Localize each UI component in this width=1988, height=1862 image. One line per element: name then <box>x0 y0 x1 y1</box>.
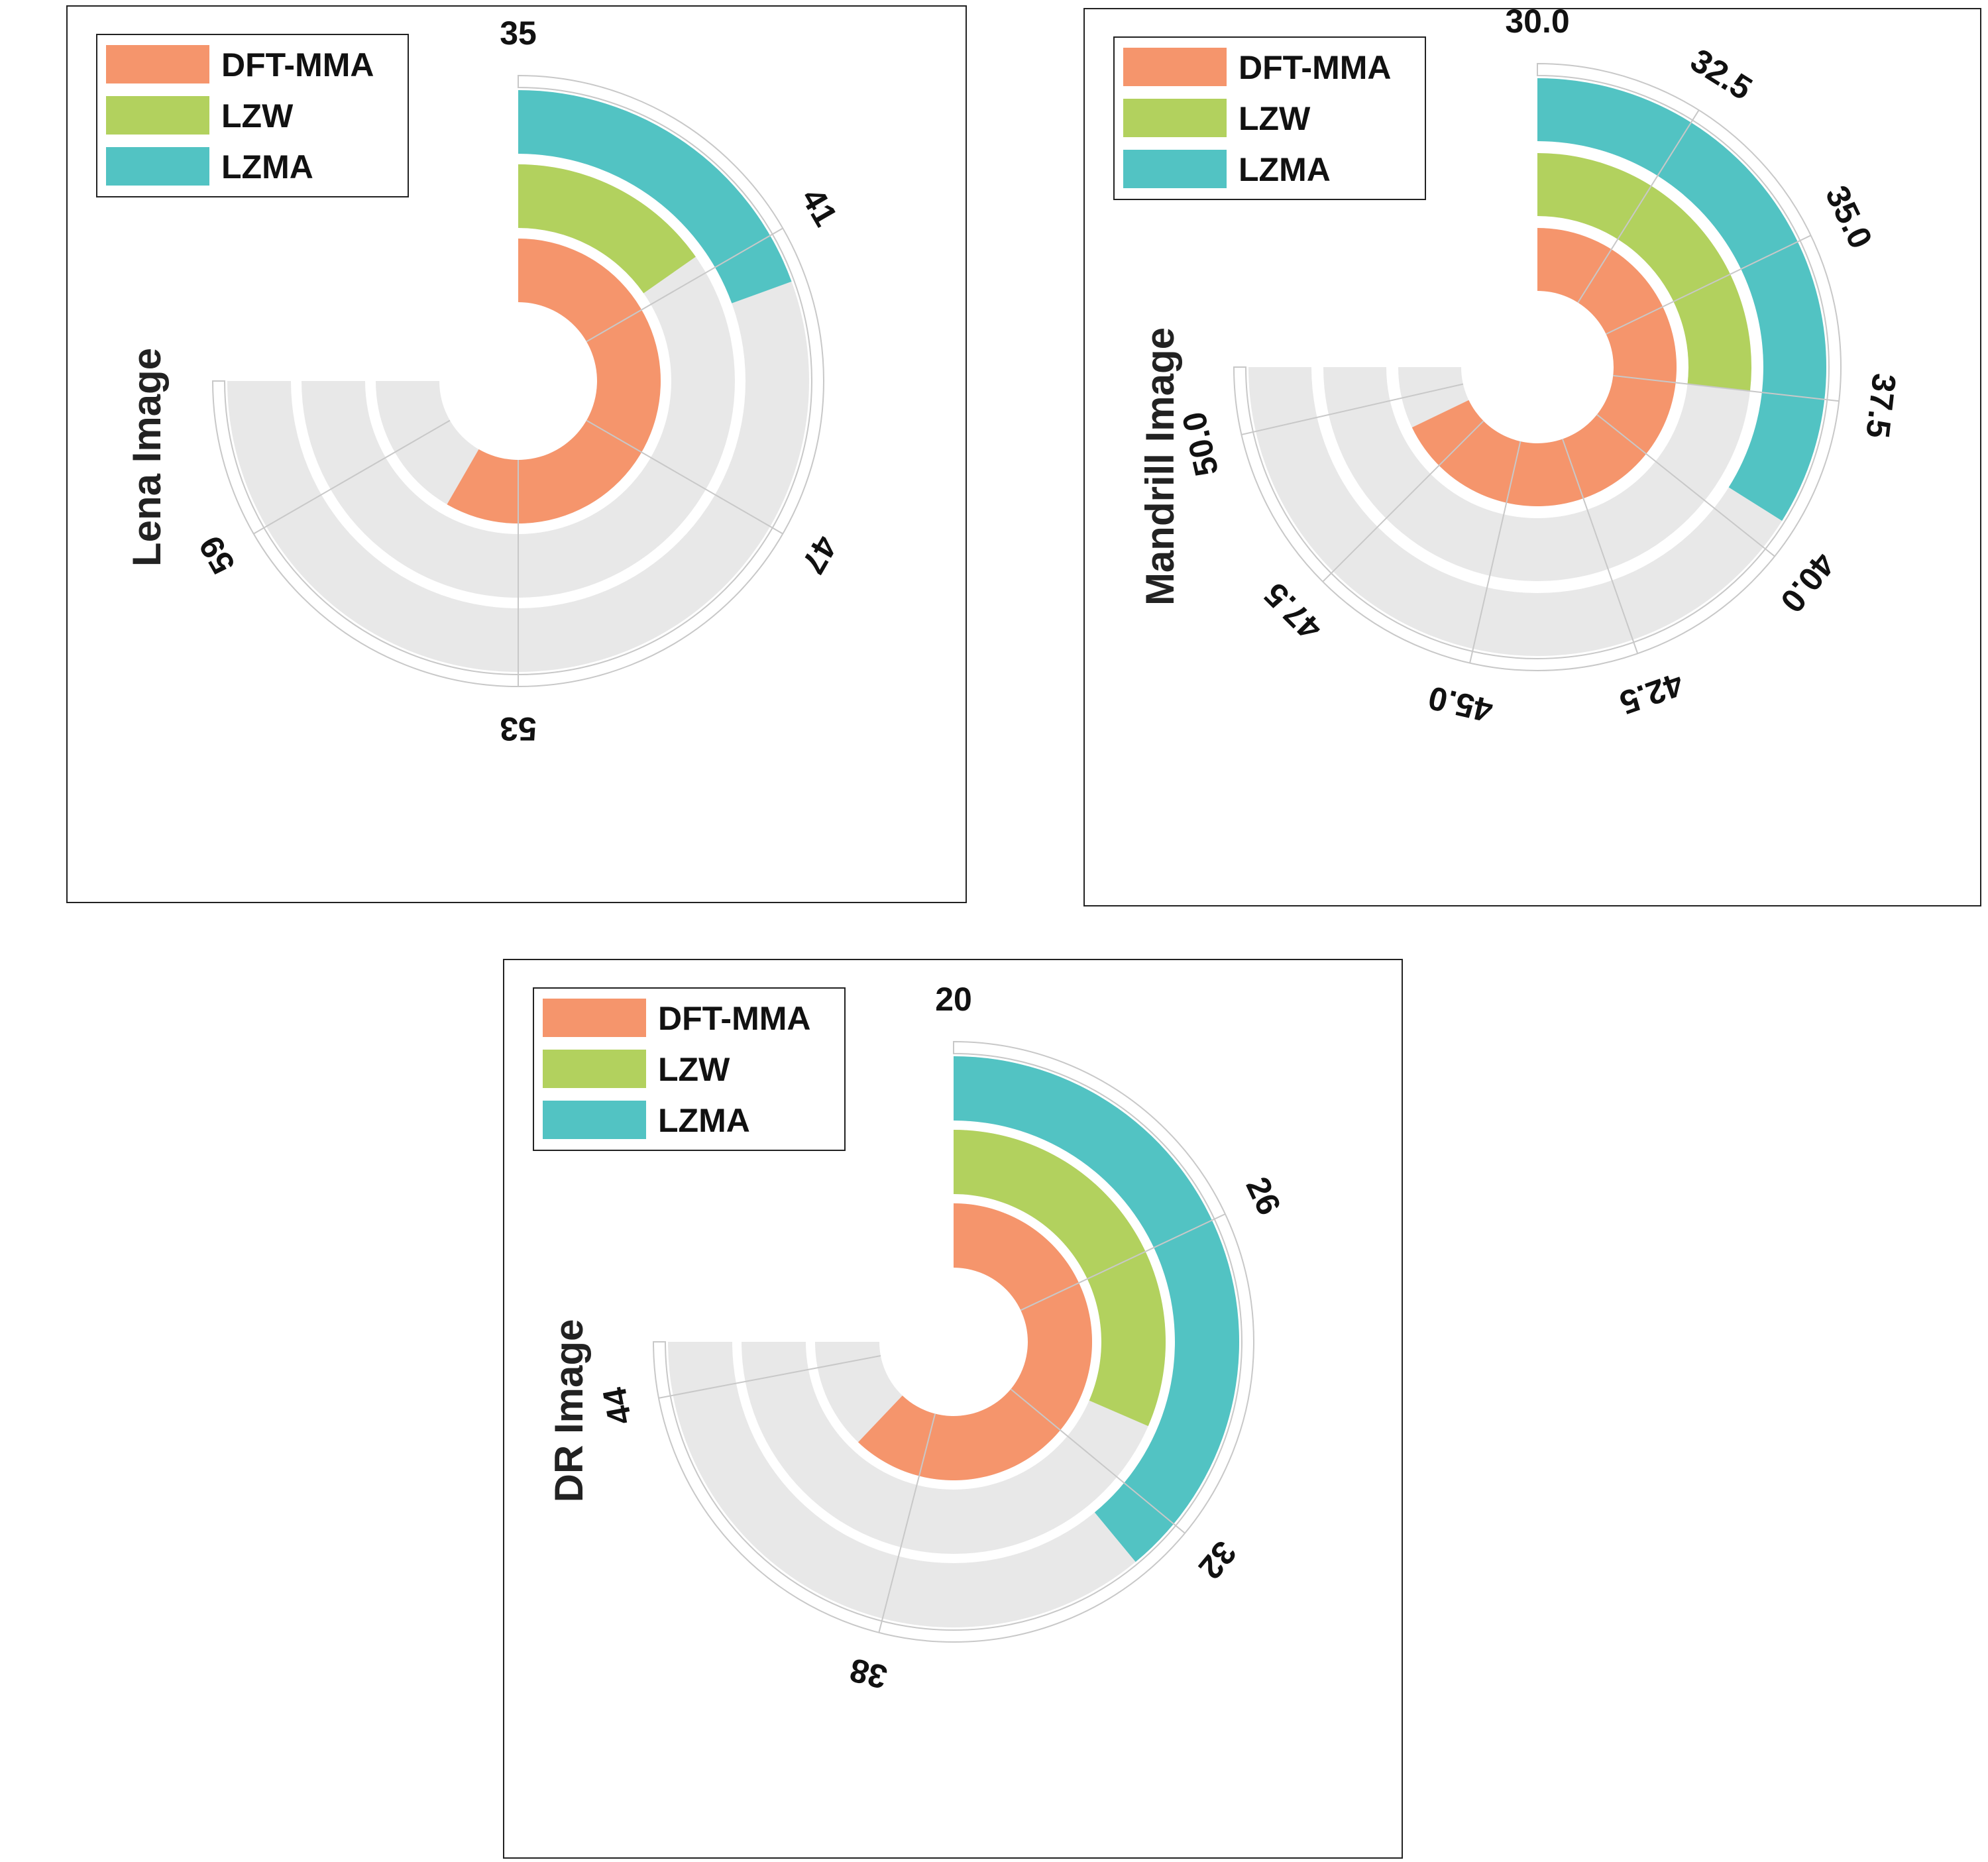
mandrill-tick-label: 40.0 <box>1773 546 1842 620</box>
dr-legend-label-dft-mma: DFT-MMA <box>658 1000 811 1037</box>
dr-gridline <box>1010 1388 1186 1534</box>
mandrill-tick-label: 47.5 <box>1257 576 1329 647</box>
mandrill-bar-lzma <box>1537 78 1826 521</box>
dr-ylabel: DR Image <box>547 1319 591 1503</box>
mandrill-chart-panel: 30.0 32.5 35.0 37.5 40.0 42.5 45.0 47.5 50.0 Mand… <box>1083 3 1981 906</box>
dr-legend-swatch-lzma <box>543 1101 646 1139</box>
mandrill-legend-swatch-lzma <box>1123 150 1227 188</box>
dr-legend-label-lzma: LZMA <box>658 1102 750 1139</box>
dr-tick-label: 32 <box>1191 1534 1244 1586</box>
lena-bar-lzw <box>518 164 696 294</box>
mandrill-gridline <box>1241 383 1464 435</box>
mandrill-gridline <box>1606 235 1812 335</box>
lena-legend-swatch-lzw <box>106 96 209 135</box>
mandrill-tick-label: 42.5 <box>1615 665 1688 722</box>
mandrill-legend-label-dft-mma: DFT-MMA <box>1239 49 1392 86</box>
lena-chart-panel: 35 41 47 53 59 Lena Image DFT-MMA LZW LZMA <box>66 5 967 903</box>
lena-tick-label: 41 <box>794 182 844 233</box>
mandrill-tick-label: 45.0 <box>1425 679 1496 730</box>
lena-gridline <box>253 419 451 535</box>
dr-bar-lzw <box>954 1130 1166 1427</box>
dr-bar-lzma <box>954 1056 1239 1562</box>
dr-tick-label: 26 <box>1239 1172 1288 1221</box>
lena-legend-label-lzw: LZW <box>221 97 294 135</box>
lena-bar-dft-mma <box>447 239 661 523</box>
mandrill-gridline <box>1613 374 1840 402</box>
lena-outer-frame <box>211 74 824 687</box>
lena-tick-label: 53 <box>500 710 537 747</box>
mandrill-legend-label-lzw: LZW <box>1239 100 1311 137</box>
dr-outer-frame <box>652 1040 1254 1643</box>
lena-legend-label-dft-mma: DFT-MMA <box>221 46 374 83</box>
dr-tick-label: 38 <box>846 1651 891 1696</box>
dr-gridline <box>878 1413 936 1633</box>
mandrill-bar-dft-mma <box>1411 228 1677 506</box>
mandrill-gridline <box>1596 413 1775 557</box>
mandrill-legend-label-lzma: LZMA <box>1239 151 1331 188</box>
dr-legend-swatch-lzw <box>543 1050 646 1088</box>
dr-gridline <box>658 1355 881 1399</box>
mandrill-gridline <box>1562 439 1639 654</box>
mandrill-tick-label: 37.5 <box>1859 372 1903 440</box>
dr-tick-label: 44 <box>596 1384 639 1427</box>
dr-tick-label: 20 <box>935 981 972 1018</box>
lena-legend-label-lzma: LZMA <box>221 148 313 186</box>
lena-bar-lzma <box>518 90 792 303</box>
lena-tick-label: 47 <box>794 529 844 580</box>
lena-ylabel: Lena Image <box>125 348 169 567</box>
mandrill-outer-frame <box>1233 62 1842 671</box>
mandrill-gridline <box>1469 441 1521 663</box>
dr-legend: DFT-MMA LZW LZMA <box>533 987 846 1151</box>
mandrill-radial-bar-chart: 30.0 32.5 35.0 37.5 40.0 42.5 45.0 47.5 50.0Mand… <box>1113 3 1903 730</box>
dr-chart-panel: 20 26 32 38 44 DR Image DFT-MMA LZW LZMA <box>503 959 1403 1859</box>
lena-gridline <box>586 419 783 535</box>
lena-gridline <box>586 227 783 343</box>
dr-legend-swatch-dft-mma <box>543 999 646 1037</box>
dr-gridline <box>1020 1213 1226 1311</box>
lena-radial-bar-chart: 35 41 47 53 59 Lena Image DFT-MMA LZW LZMA <box>96 15 845 747</box>
dr-legend-label-lzw: LZW <box>658 1051 730 1088</box>
mandrill-legend-swatch-lzw <box>1123 99 1227 137</box>
mandrill-tick-label: 30.0 <box>1505 3 1569 40</box>
lena-tick-label: 59 <box>192 529 242 580</box>
mandrill-legend-swatch-dft-mma <box>1123 48 1227 86</box>
lena-legend: DFT-MMA LZW LZMA <box>96 34 409 197</box>
lena-legend-swatch-lzma <box>106 147 209 186</box>
mandrill-tick-label: 35.0 <box>1818 180 1880 254</box>
mandrill-bar-lzw <box>1537 153 1751 392</box>
mandrill-ylabel: Mandrill Image <box>1138 327 1182 606</box>
mandrill-gridline <box>1577 109 1700 303</box>
lena-legend-swatch-dft-mma <box>106 45 209 83</box>
mandrill-tick-label: 50.0 <box>1175 408 1225 479</box>
mandrill-tick-label: 32.5 <box>1684 42 1759 107</box>
mandrill-gridline <box>1322 420 1484 582</box>
mandrill-legend: DFT-MMA LZW LZMA <box>1113 36 1426 200</box>
lena-tick-label: 35 <box>500 15 537 52</box>
dr-bar-dft-mma <box>857 1203 1092 1480</box>
